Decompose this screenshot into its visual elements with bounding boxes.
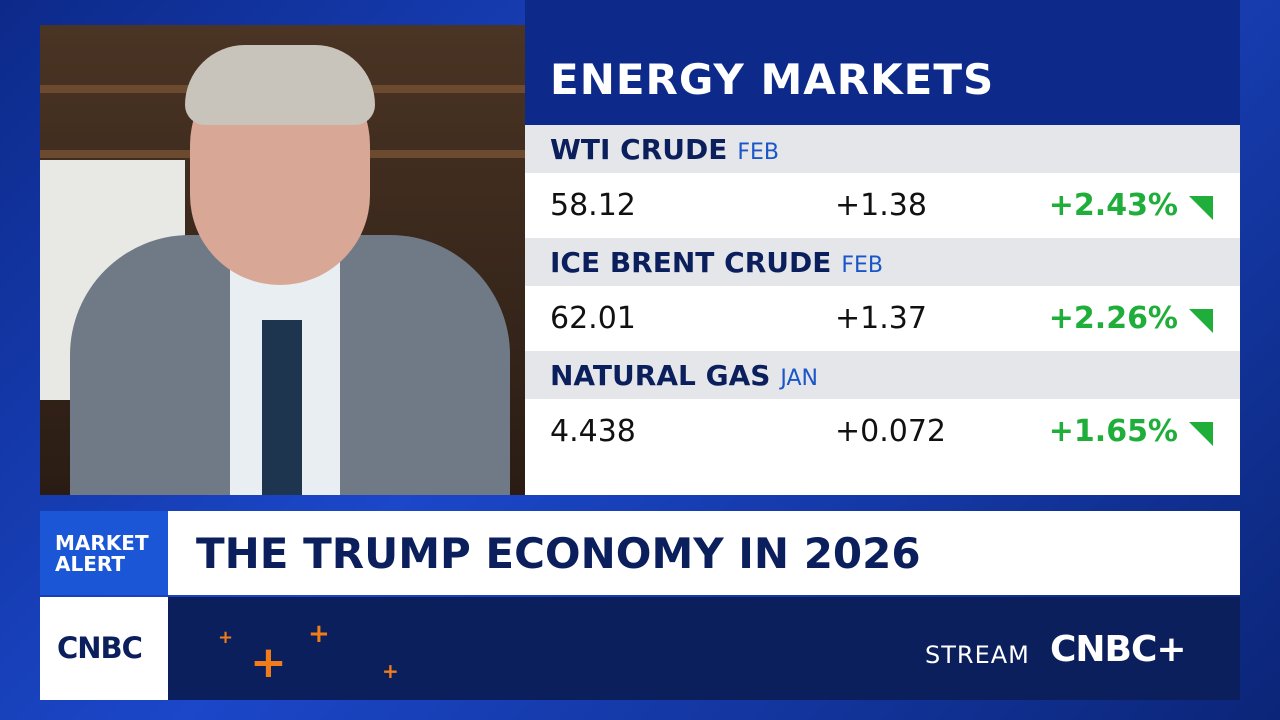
headline: THE TRUMP ECONOMY IN 2026 [196, 529, 921, 578]
last-price: 62.01 [550, 301, 636, 336]
net-change: +1.37 [835, 301, 927, 336]
net-change: +0.072 [835, 414, 947, 449]
last-price: 4.438 [550, 414, 636, 449]
footer-bar: + + + + STREAM CNBC+ [168, 597, 1240, 700]
market-alert-tag: MARKET ALERT [40, 511, 168, 595]
stream-label: STREAM [925, 641, 1030, 669]
up-arrow [1189, 196, 1213, 220]
headline-bar: THE TRUMP ECONOMY IN 2026 [168, 511, 1240, 595]
row-header: ICE BRENT CRUDE FEB [525, 238, 1240, 286]
stream-logo: CNBC+ [1050, 629, 1187, 670]
panel-title: ENERGY MARKETS [550, 55, 995, 104]
up-arrow [1189, 422, 1213, 446]
row-header: NATURAL GAS JAN [525, 351, 1240, 399]
row-title: WTI CRUDE [550, 133, 728, 166]
row-title: NATURAL GAS [550, 359, 771, 392]
logo-box: CNBC [40, 597, 168, 700]
energy-panel: ENERGY MARKETS WTI CRUDE FEB 58.12 +1.38 +2.… [525, 0, 1240, 495]
cnbc-logo: CNBC [57, 631, 143, 665]
row-contract: JAN [780, 366, 819, 391]
percent-change: +2.26% [1048, 301, 1178, 336]
tag-line: ALERT [55, 552, 126, 576]
panel-header [525, 0, 1240, 125]
tag-line: MARKET [55, 531, 149, 555]
row-header: WTI CRUDE FEB [525, 125, 1240, 173]
row-name: ICE BRENT CRUDE FEB [550, 246, 883, 279]
row-contract: FEB [737, 140, 780, 165]
row-title: ICE BRENT CRUDE [550, 246, 832, 279]
net-change: +1.38 [835, 188, 927, 223]
row-name: NATURAL GAS JAN [550, 359, 818, 392]
video-feed [40, 25, 525, 495]
percent-change: +2.43% [1048, 188, 1178, 223]
percent-change: +1.65% [1048, 414, 1178, 449]
row-name: WTI CRUDE FEB [550, 133, 779, 166]
last-price: 58.12 [550, 188, 636, 223]
up-arrow [1189, 309, 1213, 333]
row-contract: FEB [841, 253, 884, 278]
